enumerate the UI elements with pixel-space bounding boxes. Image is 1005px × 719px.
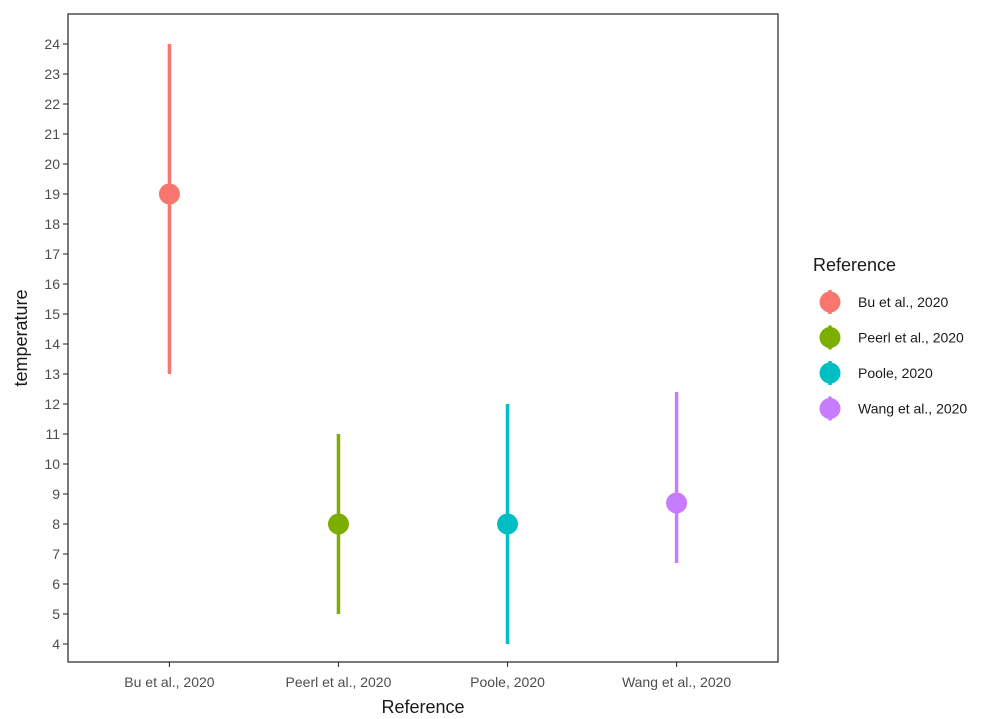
y-axis-title: temperature <box>11 289 31 386</box>
y-tick-label: 9 <box>52 486 60 502</box>
y-tick-label: 18 <box>44 216 60 232</box>
y-tick-label: 4 <box>52 636 60 652</box>
x-tick-label: Poole, 2020 <box>470 674 545 690</box>
data-point <box>497 513 519 535</box>
y-tick-label: 6 <box>52 576 60 592</box>
y-tick-label: 12 <box>44 396 60 412</box>
y-tick-label: 7 <box>52 546 60 562</box>
y-tick-label: 10 <box>44 456 60 472</box>
legend-label: Peerl et al., 2020 <box>858 330 964 346</box>
y-tick-label: 13 <box>44 366 60 382</box>
y-tick-label: 22 <box>44 96 60 112</box>
x-axis-title: Reference <box>381 697 464 717</box>
plot-panel <box>67 13 779 663</box>
legend-key-point <box>819 362 841 384</box>
legend-label: Wang et al., 2020 <box>858 401 967 417</box>
legend-key-point <box>819 398 841 419</box>
data-marks <box>158 44 688 644</box>
x-axis: Bu et al., 2020 Peerl et al., 2020 Poole, … <box>124 662 731 690</box>
y-tick-label: 24 <box>44 36 60 52</box>
legend-label: Poole, 2020 <box>858 365 933 381</box>
legend: Reference Bu et al., 2020 Peerl et al., 2… <box>813 255 967 421</box>
legend-label: Bu et al., 2020 <box>858 294 949 310</box>
data-point <box>666 492 688 514</box>
legend-key-point <box>819 327 841 348</box>
data-point <box>327 513 349 535</box>
y-tick-label: 20 <box>44 156 60 172</box>
x-tick-label: Peerl et al., 2020 <box>286 674 392 690</box>
legend-title: Reference <box>813 255 896 275</box>
x-tick-label: Wang et al., 2020 <box>622 674 731 690</box>
y-tick-label: 14 <box>44 336 60 352</box>
y-tick-label: 8 <box>52 516 60 532</box>
x-tick-label: Bu et al., 2020 <box>124 674 215 690</box>
y-tick-label: 17 <box>44 246 60 262</box>
legend-key-point <box>819 291 841 313</box>
y-axis: 4 5 6 7 8 9 10 11 12 13 14 15 16 17 18 19 20 21 22 23 24 <box>44 36 68 652</box>
y-tick-label: 15 <box>44 306 60 322</box>
y-tick-label: 11 <box>45 426 60 442</box>
y-tick-label: 23 <box>44 66 60 82</box>
y-tick-label: 16 <box>44 276 60 292</box>
y-tick-label: 21 <box>44 126 60 142</box>
y-tick-label: 19 <box>44 186 60 202</box>
y-tick-label: 5 <box>52 606 60 622</box>
data-point <box>158 183 180 205</box>
